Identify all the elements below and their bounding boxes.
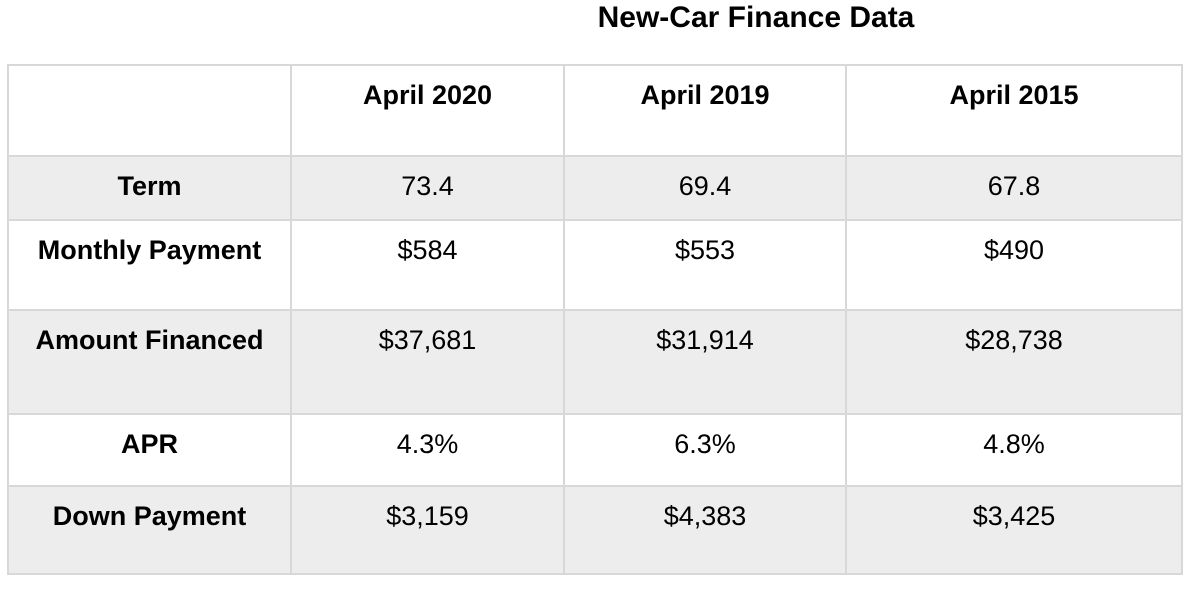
table-cell: $28,738 (845, 309, 1183, 415)
table-cell: $3,159 (290, 485, 565, 575)
column-header-april-2015: April 2015 (845, 64, 1183, 157)
table-cell: $4,383 (563, 485, 847, 575)
table-cell: $3,425 (845, 485, 1183, 575)
table-cell: 69.4 (563, 155, 847, 221)
table-cell: $37,681 (290, 309, 565, 415)
table-row-down-payment: Down Payment $3,159 $4,383 $3,425 (7, 485, 1183, 575)
row-header: APR (7, 413, 292, 487)
column-header-april-2020: April 2020 (290, 64, 565, 157)
row-header: Down Payment (7, 485, 292, 575)
table-row-term: Term 73.4 69.4 67.8 (7, 155, 1183, 221)
table-cell: 67.8 (845, 155, 1183, 221)
title-area: New-Car Finance Data (320, 0, 1192, 34)
row-header: Monthly Payment (7, 219, 292, 311)
corner-cell (7, 64, 292, 157)
column-header-april-2019: April 2019 (563, 64, 847, 157)
page-title: New-Car Finance Data (597, 1, 915, 34)
table-cell: $584 (290, 219, 565, 311)
finance-data-table: April 2020 April 2019 April 2015 Term 73… (7, 64, 1183, 575)
table-row-apr: APR 4.3% 6.3% 4.8% (7, 413, 1183, 487)
table-cell: 4.3% (290, 413, 565, 487)
table-row-monthly-payment: Monthly Payment $584 $553 $490 (7, 219, 1183, 311)
table-row-amount-financed: Amount Financed $37,681 $31,914 $28,738 (7, 309, 1183, 415)
table-cell: $31,914 (563, 309, 847, 415)
table-cell: 73.4 (290, 155, 565, 221)
table-cell: 4.8% (845, 413, 1183, 487)
table-header-row: April 2020 April 2019 April 2015 (7, 64, 1183, 157)
row-header: Amount Financed (7, 309, 292, 415)
table-cell: 6.3% (563, 413, 847, 487)
table-cell: $490 (845, 219, 1183, 311)
row-header: Term (7, 155, 292, 221)
table-cell: $553 (563, 219, 847, 311)
